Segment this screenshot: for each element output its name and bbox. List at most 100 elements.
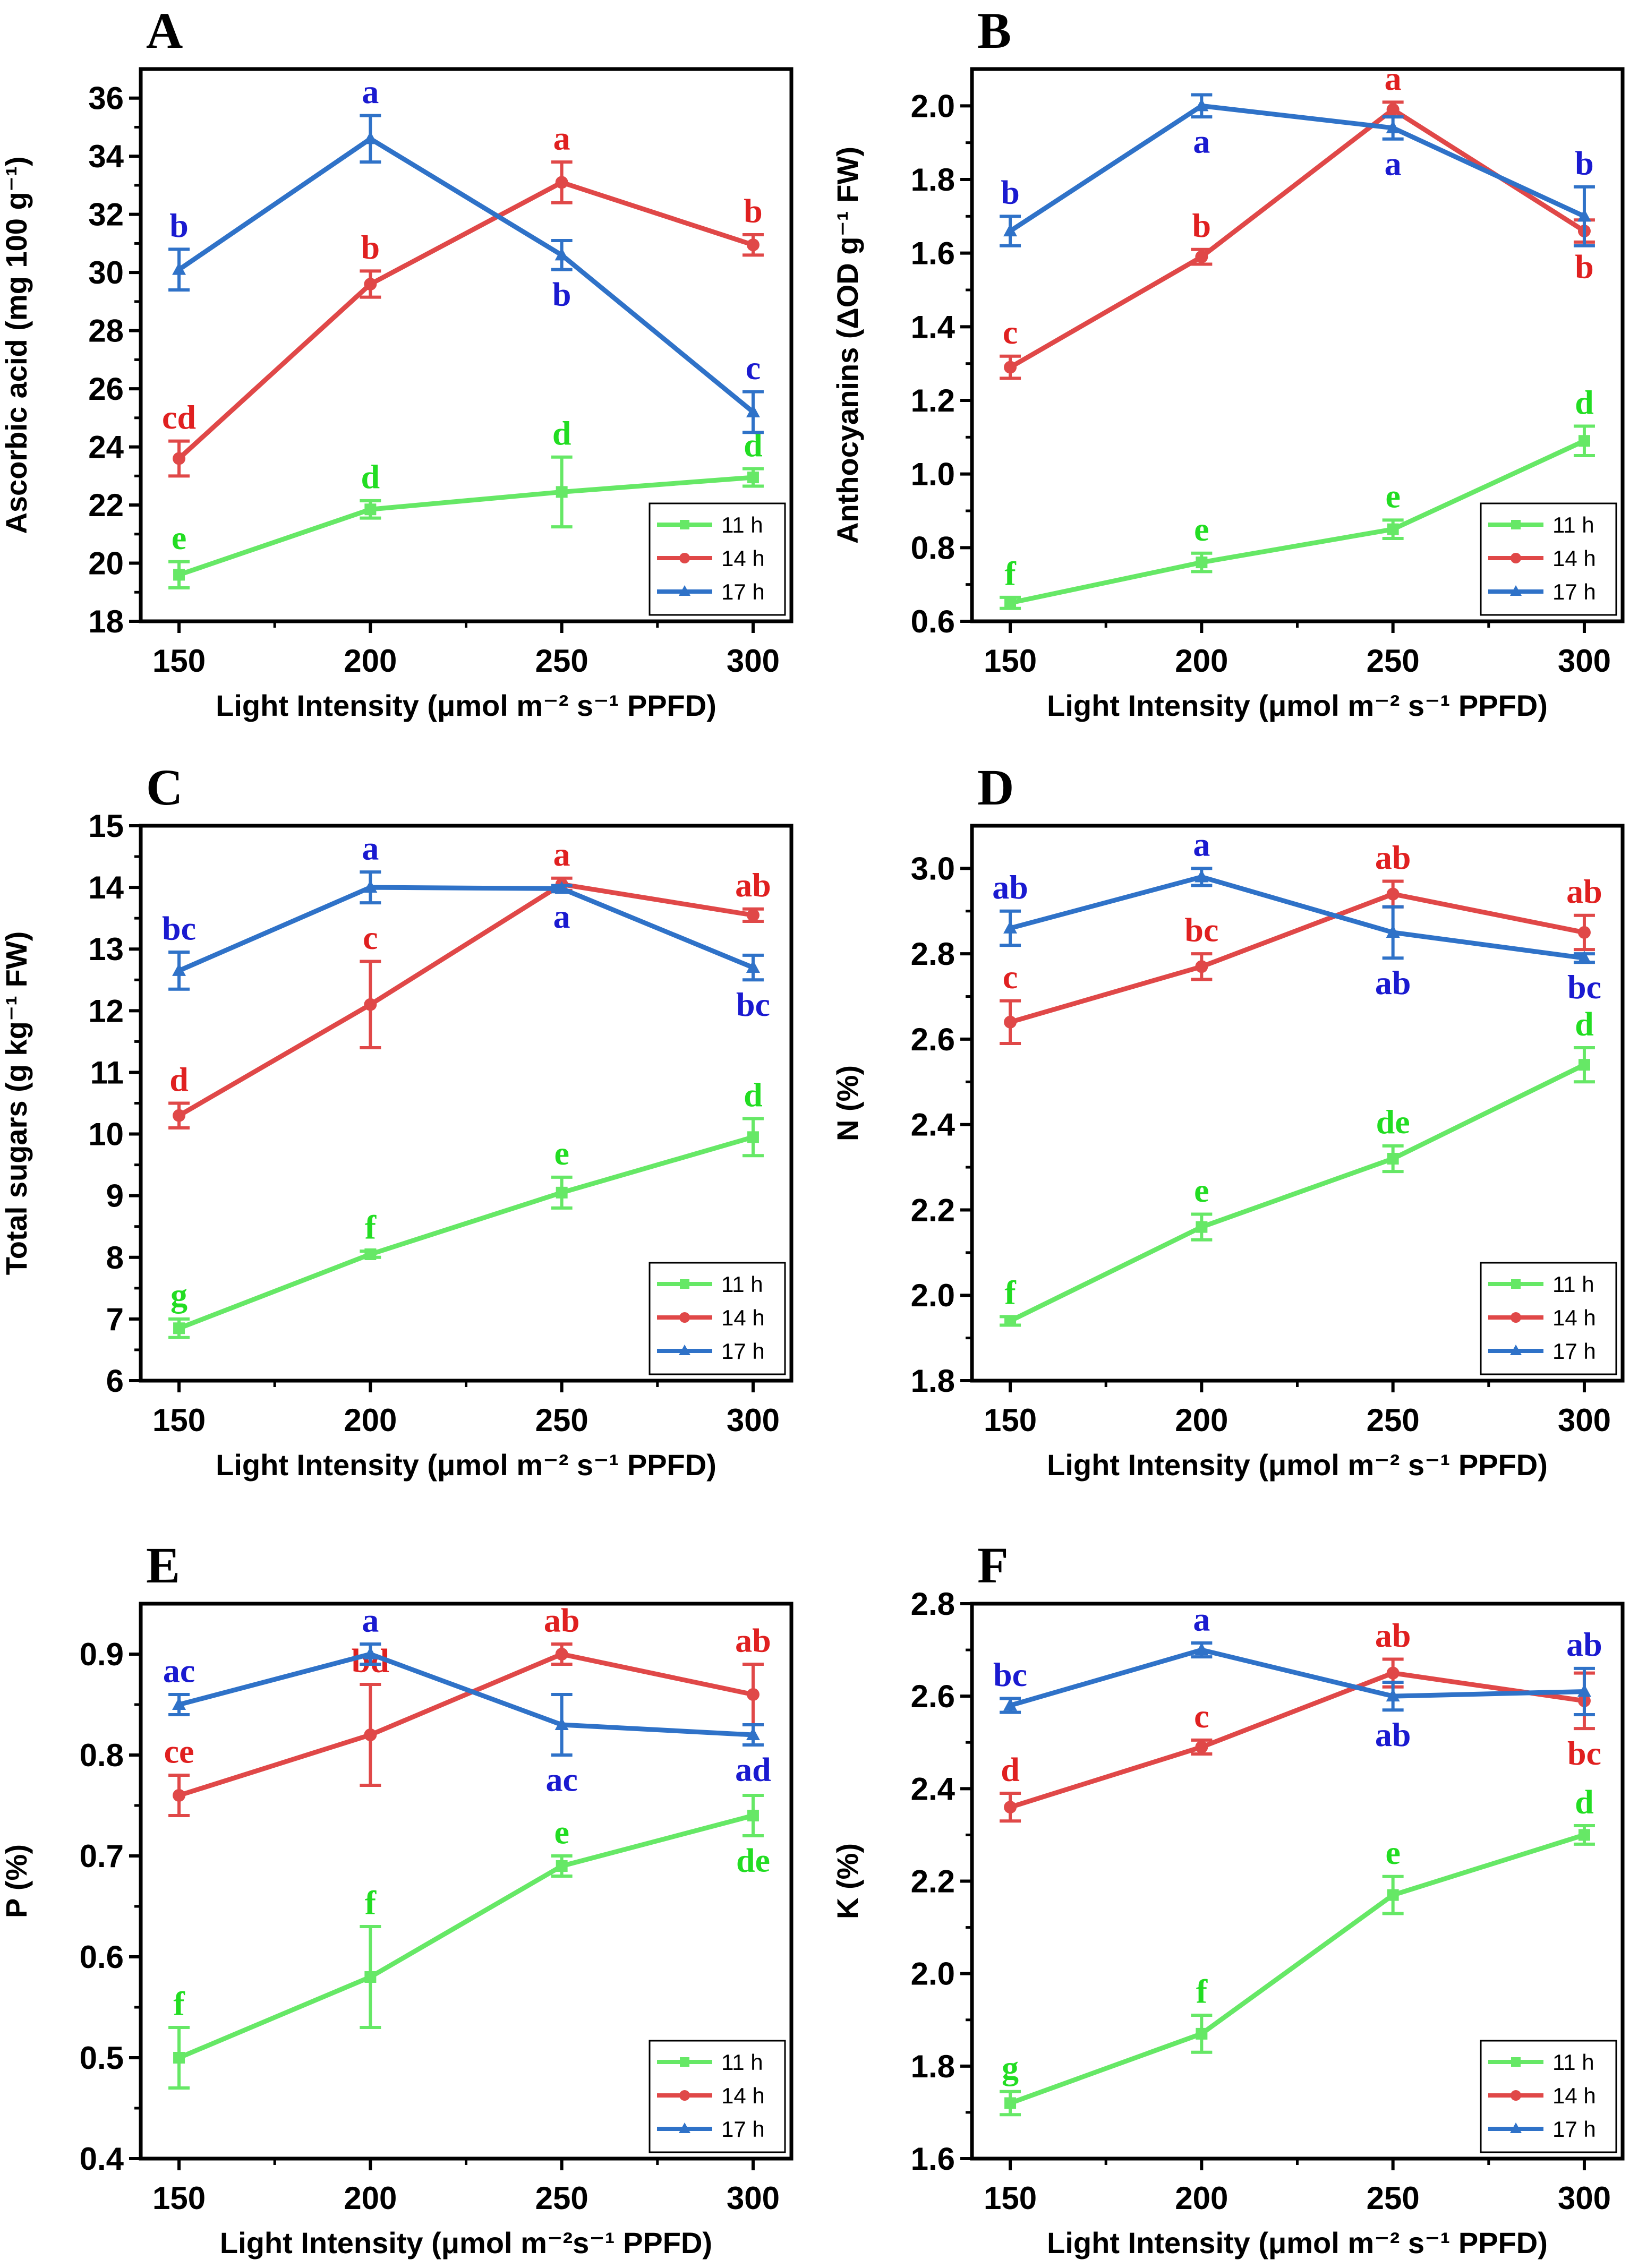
data-point [364, 1248, 377, 1260]
panel-letter: A [146, 2, 183, 59]
significance-letter: ab [735, 1621, 771, 1659]
legend-label: 14 h [1552, 2083, 1596, 2108]
x-tick-label: 250 [535, 1402, 588, 1438]
y-tick-label: 32 [88, 197, 124, 233]
significance-letter: ce [164, 1732, 194, 1770]
data-point [1195, 960, 1208, 973]
x-tick-label: 250 [1367, 643, 1420, 679]
series-line [1009, 107, 1586, 370]
legend-label: 14 h [721, 2083, 765, 2108]
x-axis-title: Light Intensity (μmol m⁻²s⁻¹ PPFD) [220, 2226, 712, 2260]
series-14h: c b a b [1000, 59, 1595, 380]
series-17h: b a a b [1000, 93, 1595, 247]
y-tick-label: 2.8 [911, 1586, 955, 1622]
significance-letter: ab [735, 866, 771, 904]
x-tick-label: 150 [984, 1402, 1037, 1438]
significance-letter: e [554, 1134, 569, 1172]
x-tick-label: 150 [984, 2180, 1037, 2216]
significance-letter: ab [1375, 838, 1411, 876]
y-tick-label: 24 [88, 430, 124, 465]
significance-letter: f [1004, 1274, 1016, 1312]
data-point [554, 1717, 569, 1730]
y-tick-label: 1.2 [911, 383, 955, 418]
y-tick-label: 2.8 [911, 936, 955, 972]
legend-marker [679, 2122, 690, 2133]
significance-letter: b [1001, 174, 1020, 211]
panel-letter: F [977, 1537, 1009, 1594]
data-point [556, 1860, 568, 1872]
significance-letter: g [170, 1276, 187, 1314]
significance-letter: f [365, 1208, 377, 1246]
y-tick-label: 2.6 [911, 1022, 955, 1057]
significance-letter: b [361, 228, 380, 266]
significance-letter: a [553, 119, 570, 157]
significance-letter: e [1194, 1171, 1209, 1209]
x-tick-label: 150 [152, 2180, 206, 2216]
significance-letter: b [1192, 207, 1212, 244]
y-tick-label: 2.4 [911, 1771, 956, 1807]
data-point [1577, 951, 1591, 964]
data-point [746, 1727, 760, 1740]
significance-letter: d [552, 414, 571, 452]
significance-letter: d [1575, 1783, 1594, 1820]
data-point [172, 963, 186, 976]
chart-panel-c: C 150 200 250 300 6 7 8 9 10 11 12 13 14 15 Light Inten… [0, 759, 794, 1482]
legend-marker [679, 1345, 690, 1355]
significance-letter: c [1003, 958, 1018, 996]
significance-letter: a [553, 835, 570, 873]
legend-marker [680, 2057, 689, 2067]
legend-label: 17 h [1552, 1339, 1596, 1364]
legend-label: 17 h [1552, 579, 1596, 604]
data-point [1195, 250, 1208, 263]
significance-letter: d [169, 1060, 189, 1098]
x-tick-label: 300 [727, 1402, 780, 1438]
significance-letter: b [1575, 144, 1594, 182]
series-11h: g f e d [1000, 1783, 1595, 2117]
legend-label: 11 h [721, 2050, 763, 2075]
legend-label: 11 h [721, 512, 763, 537]
data-point [1004, 597, 1017, 609]
significance-letter: e [1385, 1834, 1400, 1871]
legend-label: 14 h [721, 546, 765, 571]
legend: 11 h 14 h 17 h [1480, 502, 1617, 616]
data-point [1004, 361, 1017, 374]
data-point [1196, 557, 1208, 569]
chart-panel-e: E 150 200 250 300 0.4 0.5 0.6 0.7 0.8 0.9 Light Int… [0, 1537, 794, 2260]
series-line [1009, 892, 1585, 1025]
legend-marker [680, 1279, 689, 1289]
y-tick-label: 2.2 [911, 1192, 955, 1228]
significance-letter: ab [1566, 1625, 1602, 1663]
legend-label: 11 h [721, 1272, 763, 1297]
chart-panel-f: F 150 200 250 300 1.6 1.8 2.0 2.2 2.4 2.6 2.8 Light … [831, 1537, 1625, 2260]
series-line [1009, 103, 1585, 233]
data-point [1387, 1889, 1399, 1901]
y-tick-label: 12 [88, 993, 124, 1029]
legend-label: 14 h [721, 1305, 765, 1330]
significance-letter: b [552, 275, 571, 313]
y-tick-label: 1.8 [911, 2049, 955, 2084]
x-tick-label: 250 [535, 643, 588, 679]
significance-letter: b [169, 207, 189, 244]
significance-letter: ab [992, 868, 1028, 906]
y-tick-label: 1.8 [911, 162, 955, 198]
legend-marker [1510, 1345, 1522, 1355]
significance-letter: b [744, 192, 763, 229]
legend-label: 11 h [1552, 2050, 1594, 2075]
series-11h: f e de d [1000, 1005, 1595, 1327]
data-point [556, 1186, 568, 1199]
series-17h: ac a ac ad [163, 1601, 771, 1798]
y-tick-label: 1.4 [911, 309, 956, 345]
data-point [1004, 1015, 1017, 1029]
y-tick-label: 20 [88, 546, 124, 581]
data-point [1003, 920, 1018, 934]
legend-marker [1511, 2057, 1521, 2067]
significance-letter: f [1004, 554, 1016, 592]
series-line [178, 475, 754, 577]
data-point [1386, 1689, 1400, 1702]
data-point [1386, 1666, 1400, 1680]
y-tick-label: 1.0 [911, 457, 955, 492]
series-line [177, 179, 754, 460]
legend-marker [679, 2090, 690, 2101]
panel-letter: B [977, 2, 1011, 59]
significance-letter: e [172, 519, 186, 557]
